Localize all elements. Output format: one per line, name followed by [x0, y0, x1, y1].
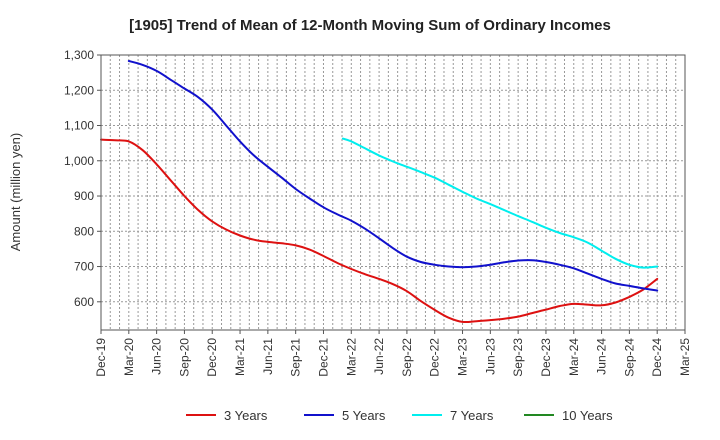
x-tick-label: Dec-19: [94, 338, 108, 377]
y-axis-ticks: 600 700 800 900 1,000 1,100 1,200 1,300: [64, 48, 101, 309]
y-axis-label: Amount (million yen): [8, 133, 23, 252]
x-tick-label: Sep-22: [400, 338, 414, 377]
x-tick-label: Sep-20: [177, 338, 191, 377]
legend-label-7-years: 7 Years: [450, 408, 494, 423]
y-tick-label: 1,200: [64, 83, 94, 97]
x-tick-label: Dec-24: [650, 338, 664, 377]
x-tick-label: Mar-24: [567, 338, 581, 376]
x-tick-label: Sep-24: [622, 338, 636, 377]
y-tick-label: 900: [74, 189, 94, 203]
legend: 3 Years 5 Years 7 Years 10 Years: [186, 408, 613, 423]
x-tick-label: Jun-24: [595, 338, 609, 375]
x-tick-label: Mar-25: [678, 338, 692, 376]
y-tick-label: 1,000: [64, 154, 94, 168]
y-tick-label: 700: [74, 260, 94, 274]
series-line-3-years: [100, 138, 659, 324]
x-tick-label: Mar-23: [456, 338, 470, 376]
x-tick-label: Mar-20: [122, 338, 136, 376]
x-tick-label: Dec-22: [428, 338, 442, 377]
x-tick-label: Jun-20: [150, 338, 164, 375]
x-tick-label: Jun-23: [483, 338, 497, 375]
chart-title: [1905] Trend of Mean of 12-Month Moving …: [129, 17, 611, 34]
plot-frame: [100, 54, 686, 331]
legend-label-5-years: 5 Years: [342, 408, 386, 423]
y-tick-label: 600: [74, 295, 94, 309]
series-line-7-years: [341, 137, 659, 269]
x-tick-label: Dec-20: [205, 338, 219, 377]
y-tick-label: 1,300: [64, 48, 94, 62]
y-tick-label: 800: [74, 224, 94, 238]
series-line-5-years: [127, 60, 659, 292]
y-tick-label: 1,100: [64, 119, 94, 133]
x-tick-label: Dec-21: [316, 338, 330, 377]
x-tick-label: Sep-21: [289, 338, 303, 377]
x-tick-label: Jun-21: [261, 338, 275, 375]
x-tick-label: Mar-21: [233, 338, 247, 376]
x-tick-label: Sep-23: [511, 338, 525, 377]
legend-label-3-years: 3 Years: [224, 408, 268, 423]
series-layer: [100, 60, 659, 324]
x-axis-ticks: Dec-19 Mar-20 Jun-20 Sep-20 Dec-20 Mar-21 Jun-…: [94, 330, 692, 377]
x-tick-label: Mar-22: [344, 338, 358, 376]
x-tick-label: Jun-22: [372, 338, 386, 375]
gridlines: [101, 54, 685, 330]
x-tick-label: Dec-23: [539, 338, 553, 377]
legend-label-10-years: 10 Years: [562, 408, 613, 423]
